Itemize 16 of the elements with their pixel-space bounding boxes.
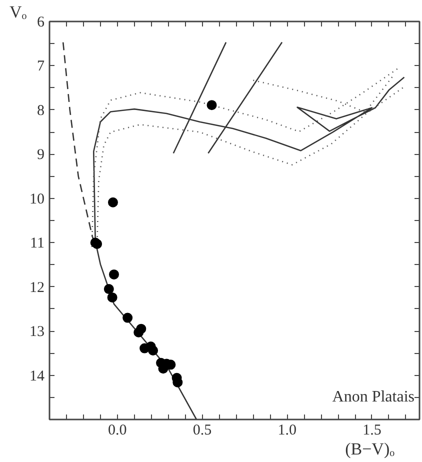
y-tick-label: 7 bbox=[37, 58, 45, 75]
y-tick-label: 14 bbox=[30, 368, 45, 384]
y-tick-label: 9 bbox=[37, 147, 44, 164]
y-tick-label: 11 bbox=[30, 236, 45, 252]
x-tick-label: 0.5 bbox=[192, 422, 212, 438]
x-axis-title: (B−V)ₒ bbox=[345, 440, 395, 458]
y-tick-label: 13 bbox=[30, 324, 44, 340]
x-tick-label: 1.0 bbox=[278, 422, 296, 438]
y-axis-title: Vₒ bbox=[10, 2, 27, 22]
x-tick-label: 0.0 bbox=[108, 422, 127, 438]
x-tick-label: 1.5 bbox=[362, 422, 382, 438]
annotation: Anon Platais bbox=[332, 388, 414, 406]
y-tick-label: 10 bbox=[30, 191, 44, 208]
y-tick-label: 8 bbox=[37, 102, 44, 119]
y-tick-label: 6 bbox=[37, 14, 45, 30]
y-tick-label: 12 bbox=[30, 280, 44, 296]
